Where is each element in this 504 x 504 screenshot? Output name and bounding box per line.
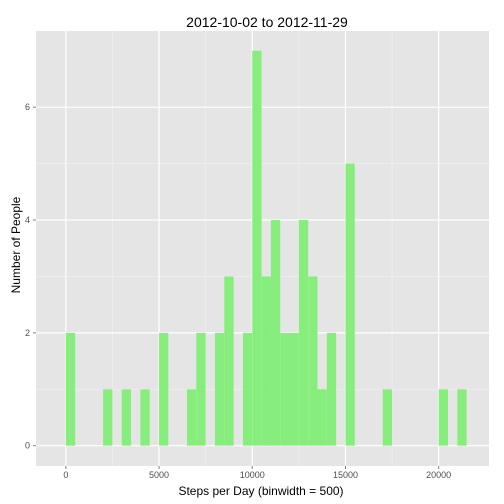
x-tick-label: 20000	[426, 470, 451, 480]
y-axis-title: Number of People	[9, 196, 23, 293]
histogram-bar	[224, 276, 234, 446]
histogram-bar	[280, 332, 290, 446]
y-tick-label: 4	[25, 215, 30, 225]
histogram-bar	[345, 163, 355, 446]
histogram-bar	[317, 389, 327, 446]
x-tick-label: 0	[63, 470, 68, 480]
histogram-bar	[140, 389, 150, 446]
histogram-bar	[103, 389, 113, 446]
histogram-bar	[326, 332, 337, 446]
axis-ticks	[33, 106, 440, 469]
x-axis-tick-labels: 0 5000 10000 15000 20000	[63, 470, 451, 480]
x-axis-title: Steps per Day (binwidth = 500)	[178, 484, 343, 498]
histogram-bar	[187, 389, 197, 446]
histogram-bar	[214, 332, 225, 446]
histogram-bar	[261, 276, 271, 446]
histogram-bar	[457, 389, 467, 446]
histogram-bar	[438, 389, 448, 446]
histogram-bar	[270, 220, 281, 446]
y-axis-tick-labels: 0 2 4 6	[25, 102, 30, 451]
histogram-bar	[252, 50, 262, 446]
histogram-bar	[65, 332, 76, 446]
histogram-bars	[65, 50, 467, 446]
histogram-bar	[289, 332, 299, 446]
x-tick-label: 15000	[333, 470, 358, 480]
chart-title: 2012-10-02 to 2012-11-29	[186, 14, 348, 30]
x-tick-label: 10000	[240, 470, 265, 480]
y-tick-label: 2	[25, 328, 30, 338]
x-tick-label: 5000	[149, 470, 169, 480]
histogram-bar	[196, 332, 206, 446]
y-tick-label: 6	[25, 102, 30, 112]
histogram-bar	[242, 332, 253, 446]
histogram-bar	[382, 389, 393, 446]
histogram-bar	[308, 276, 318, 446]
histogram-bar	[121, 389, 132, 446]
histogram-bar	[298, 220, 309, 446]
histogram-bar	[159, 332, 169, 446]
y-tick-label: 0	[25, 441, 30, 451]
